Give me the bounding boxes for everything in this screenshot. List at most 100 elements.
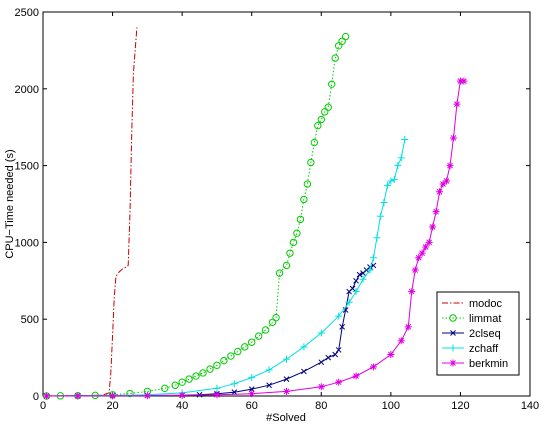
data-point: [178, 378, 186, 386]
legend-label: modoc: [469, 298, 503, 310]
data-point: [213, 384, 221, 392]
y-tick-label: 500: [21, 314, 39, 326]
x-tick-label: 100: [382, 400, 400, 412]
data-point: [199, 369, 207, 377]
legend-item-berkmin: berkmin: [442, 358, 508, 370]
legend-item-2clseq: 2clseq: [442, 328, 501, 340]
data-point: [449, 314, 457, 322]
data-point: [449, 359, 457, 367]
data-point: [408, 288, 416, 296]
x-tick-label: 80: [315, 400, 327, 412]
data-point: [161, 384, 169, 393]
data-point: [390, 175, 398, 183]
data-point: [265, 366, 273, 374]
data-point: [275, 269, 284, 277]
data-point: [296, 215, 305, 224]
x-tick-label: 40: [176, 400, 188, 412]
data-point: [220, 356, 228, 365]
data-point: [317, 115, 325, 124]
data-point: [422, 243, 430, 251]
data-point: [310, 138, 319, 147]
data-point: [321, 108, 329, 116]
x-tick-label: 20: [106, 400, 118, 412]
x-tick-label: 0: [40, 400, 46, 412]
y-tick-label: 1500: [15, 161, 39, 173]
data-point: [335, 347, 342, 353]
data-point: [345, 298, 353, 306]
data-point: [241, 343, 249, 351]
series-line-modoc: [46, 27, 138, 397]
series-modoc: [46, 27, 138, 397]
axis-ticks: 0 20 40 60 80 100 120 140 0 500 1000 1500 2000 2500: [15, 7, 540, 412]
data-point: [332, 351, 339, 358]
data-point: [331, 54, 339, 62]
data-point: [283, 355, 290, 363]
data-point: [185, 375, 193, 383]
data-point: [353, 277, 359, 284]
x-tick-label: 140: [521, 400, 539, 412]
data-point: [369, 254, 377, 262]
data-point: [248, 386, 255, 392]
data-point: [248, 338, 256, 346]
data-point: [436, 188, 444, 196]
data-point: [352, 372, 360, 380]
data-point: [341, 32, 350, 41]
data-point: [401, 135, 409, 143]
data-point: [397, 154, 405, 162]
legend-label: zchaff: [469, 343, 499, 355]
data-point: [213, 391, 221, 399]
data-point: [411, 266, 419, 274]
legend-label: limmat: [469, 313, 501, 325]
data-point: [109, 392, 117, 400]
data-point: [453, 100, 461, 108]
data-point: [356, 271, 363, 278]
y-tick-label: 1000: [15, 237, 39, 249]
data-point: [373, 234, 381, 242]
legend: modoc limmat 2clseq zchaff berkmin: [436, 291, 520, 376]
y-tick-label: 2500: [15, 7, 39, 19]
data-point: [317, 329, 325, 337]
data-point: [415, 254, 423, 262]
data-point: [301, 368, 307, 375]
data-point: [300, 195, 308, 204]
data-point: [369, 363, 377, 371]
data-point: [349, 285, 356, 292]
data-point: [335, 312, 343, 320]
data-point: [289, 238, 298, 247]
data-point: [283, 387, 290, 395]
data-point: [460, 77, 468, 85]
data-point: [425, 238, 433, 246]
y-axis-title: CPU−Time needed (s): [4, 149, 16, 258]
series-berkmin: [42, 77, 468, 400]
data-point: [446, 162, 454, 170]
data-point: [268, 318, 277, 326]
data-point: [178, 391, 186, 399]
data-point: [74, 392, 82, 400]
data-point: [335, 378, 343, 386]
legend-label: 2clseq: [469, 328, 501, 340]
data-point: [387, 177, 395, 185]
y-tick-label: 0: [33, 391, 39, 403]
data-point: [380, 198, 388, 206]
data-point: [300, 343, 308, 351]
x-tick-label: 120: [451, 400, 469, 412]
data-point: [303, 180, 312, 188]
data-point: [429, 223, 437, 231]
legend-item-modoc: modoc: [442, 298, 503, 310]
data-point: [450, 330, 456, 336]
y-tick-label: 2000: [15, 84, 39, 96]
data-point: [206, 365, 214, 373]
data-point: [192, 372, 200, 380]
data-point: [328, 80, 336, 88]
legend-label: berkmin: [469, 358, 508, 370]
data-point: [359, 275, 367, 283]
data-point: [339, 324, 346, 330]
data-point: [338, 37, 346, 45]
data-point: [397, 337, 405, 345]
data-point: [432, 208, 440, 216]
data-point: [449, 344, 457, 352]
data-point: [283, 376, 290, 382]
data-point: [266, 382, 272, 389]
data-point: [42, 392, 50, 400]
